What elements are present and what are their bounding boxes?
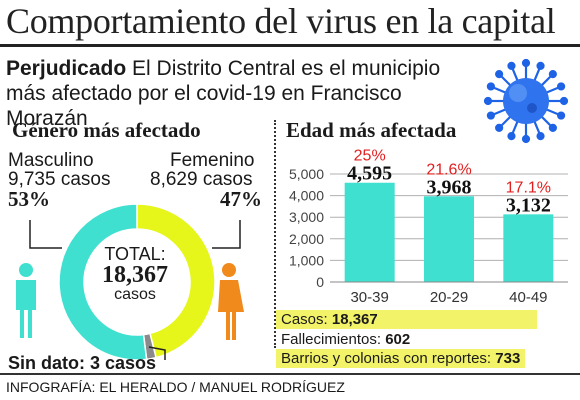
gender-donut-chart [16, 203, 244, 361]
bar-40-49 [503, 214, 554, 282]
bar-value-label: 3,132 [506, 194, 551, 216]
deaths-stat-label: Fallecimientos: [281, 331, 382, 348]
virus-spike-tip [548, 123, 557, 132]
deaths-stat: Fallecimientos: 602 [276, 330, 415, 349]
areas-stat-value: 733 [495, 350, 521, 367]
virus-spike-tip [536, 61, 545, 70]
bar-value-label: 4,595 [347, 163, 392, 185]
virus-spike-tip [495, 70, 504, 79]
virus-spike-tip [483, 96, 493, 106]
male-percent: 53% [8, 187, 50, 211]
bar-30-39 [344, 182, 395, 282]
male-label: Masculino [8, 150, 94, 171]
virus-spike-tip [559, 96, 569, 106]
virus-spike-tip [486, 82, 495, 91]
bar-value-label: 3,968 [427, 176, 472, 198]
virus-spike-tip [486, 111, 495, 120]
lead-text: El Distrito Central es el municipio más … [6, 57, 441, 130]
y-tick-label: 2,000 [289, 231, 324, 247]
y-tick-label: 1,000 [289, 252, 324, 268]
donut-center: TOTAL: 18,367 casos [80, 245, 190, 303]
total-label: TOTAL: [104, 244, 166, 264]
age-heading: Edad más afectada [286, 118, 457, 142]
male-leader-line [29, 220, 62, 249]
no-data-label: Sin dato: 3 casos [8, 353, 157, 373]
credit-line: INFOGRAFÍA: EL HERALDO / MANUEL RODRÍGUE… [6, 379, 345, 395]
y-tick-label: 4,000 [289, 188, 324, 204]
cases-stat-label: Casos: [281, 311, 328, 328]
gender-heading: Género más afectado [12, 118, 201, 142]
virus-spike-tip [495, 123, 504, 132]
cases-stat: Casos: 18,367 [276, 310, 537, 329]
bar-percent-label: 21.6% [426, 161, 471, 178]
no-data-leader-line [148, 346, 166, 360]
y-tick-label: 0 [316, 274, 324, 290]
section-divider [274, 120, 276, 348]
bar-percent-label: 25% [354, 148, 386, 165]
y-tick-label: 5,000 [289, 166, 324, 182]
title-rule [0, 44, 580, 47]
areas-stat: Barrios y colonias con reportes: 733 [276, 349, 526, 368]
virus-spike-tip [521, 134, 531, 144]
total-unit: casos [114, 286, 156, 303]
y-tick-label: 3,000 [289, 209, 324, 225]
virus-spike-tip [507, 132, 516, 141]
virus-spike-tip [557, 82, 566, 91]
x-tick-label: 20-29 [430, 289, 468, 306]
page-title: Comportamiento del virus en la capital [6, 1, 556, 41]
areas-stat-label: Barrios y colonias con reportes: [281, 350, 492, 367]
footer-rule [0, 373, 580, 375]
virus-spike-tip [536, 132, 545, 141]
donut-slice-male [58, 203, 148, 361]
female-cases: 8,629 casos [150, 169, 253, 190]
deaths-stat-value: 602 [385, 331, 411, 348]
total-value: 18,367 [102, 262, 168, 288]
x-tick-label: 40-49 [509, 289, 547, 306]
donut-slice-female [136, 203, 216, 359]
virus-spike-tip [548, 70, 557, 79]
female-label: Femenino [170, 150, 255, 171]
virus-spike-tip [507, 61, 516, 70]
bar-20-29 [424, 196, 474, 282]
virus-icon [483, 58, 569, 144]
lead-bold: Perjudicado [6, 57, 127, 80]
lead-paragraph: Perjudicado El Distrito Central es el mu… [6, 56, 476, 131]
female-leader-line [212, 220, 241, 249]
cases-stat-value: 18,367 [331, 311, 378, 328]
x-tick-label: 30-39 [350, 289, 388, 306]
male-cases: 9,735 casos [8, 169, 111, 190]
female-percent: 47% [220, 187, 262, 211]
male-figure-icon [16, 263, 36, 338]
virus-spike-tip [557, 111, 566, 120]
bar-percent-label: 17.1% [506, 179, 551, 196]
female-figure-icon [218, 263, 244, 340]
virus-spike-tip [521, 58, 531, 68]
